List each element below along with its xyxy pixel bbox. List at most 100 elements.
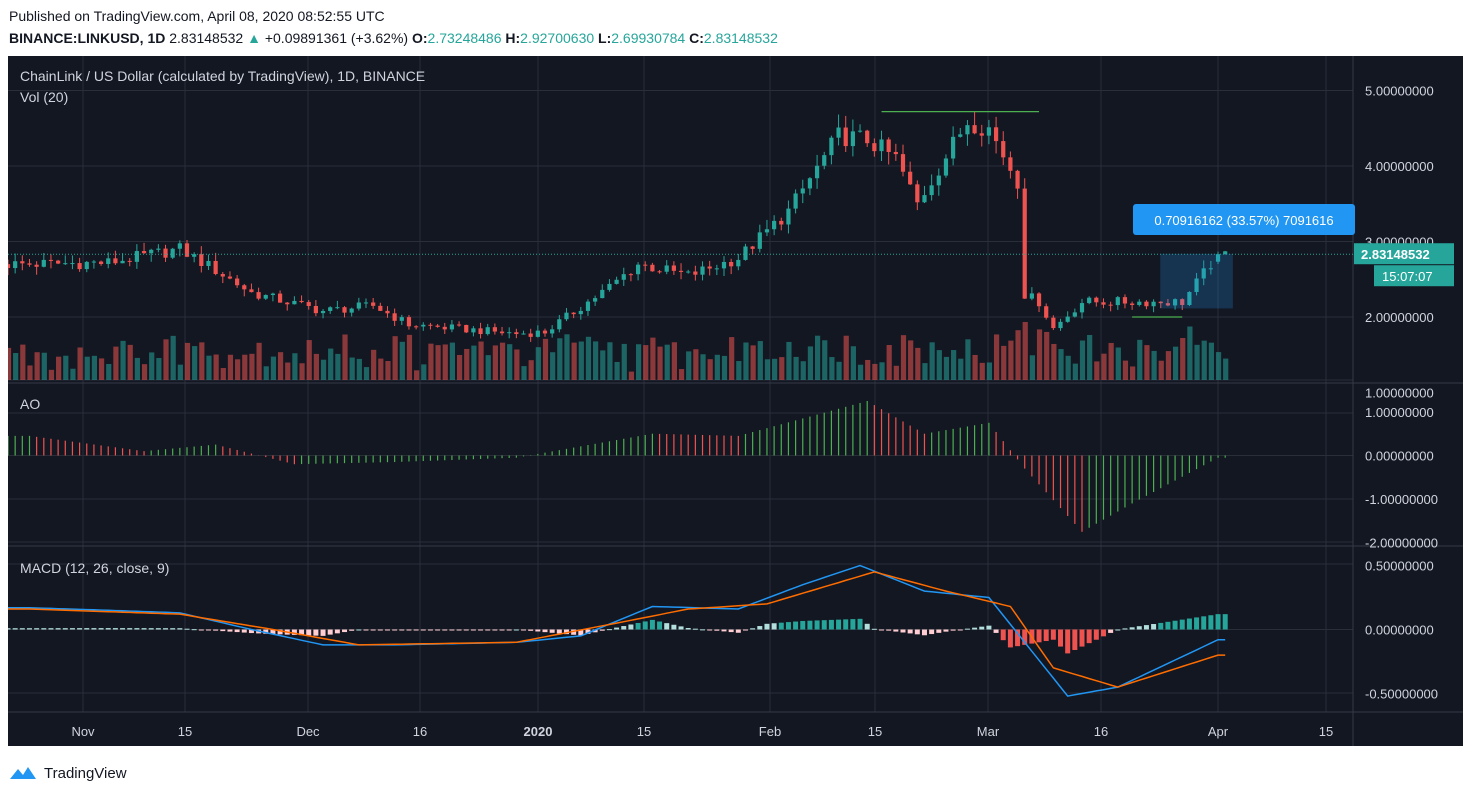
candle-body <box>700 266 705 275</box>
tradingview-logo[interactable]: TradingView <box>8 761 127 785</box>
volume-bar <box>91 355 98 380</box>
macd-histogram-bar <box>721 629 727 632</box>
macd-histogram-bar <box>764 623 770 630</box>
volume-bar <box>879 362 885 380</box>
tradingview-cloud-icon <box>10 767 36 779</box>
volume-bar <box>535 347 541 380</box>
volume-bar <box>335 353 341 380</box>
volume-bar <box>643 345 649 380</box>
ao-tick-label: -1.00000000 <box>1365 492 1438 507</box>
volume-bar <box>979 362 985 380</box>
candle-body <box>134 251 139 262</box>
chart-frame[interactable]: 0.70916162 (33.57%) 7091616 5.00000000 4.0… <box>8 56 1463 746</box>
candle-body <box>786 208 791 225</box>
candle-body <box>1044 306 1049 318</box>
candle-body <box>664 265 669 272</box>
macd-histogram-bar <box>843 619 849 630</box>
chart-canvas[interactable]: 0.70916162 (33.57%) 7091616 5.00000000 4.0… <box>8 56 1463 746</box>
macd-histogram-bar <box>427 629 433 631</box>
candle-body <box>1130 303 1135 305</box>
candle-body <box>693 271 698 275</box>
candle-body <box>1165 303 1171 306</box>
time-axis-label: 15 <box>637 724 651 739</box>
time-axis-label: Dec <box>296 724 320 739</box>
chart-background <box>8 56 1463 746</box>
volume-bar <box>242 354 248 380</box>
volume-bar <box>750 345 756 380</box>
macd-histogram-bar <box>814 620 820 630</box>
candle-body <box>63 263 68 265</box>
volume-bar <box>1201 340 1207 380</box>
macd-histogram-bar <box>936 629 942 633</box>
macd-histogram-bar <box>120 628 126 630</box>
macd-tick-label: 0.50000000 <box>1365 559 1434 574</box>
macd-histogram-bar <box>728 629 734 633</box>
close-label: C: <box>689 30 704 46</box>
volume-bar <box>514 349 520 380</box>
candle-body <box>743 246 748 260</box>
volume-bar <box>893 365 899 380</box>
candle-body <box>41 259 46 267</box>
volume-bar <box>900 335 907 380</box>
volume-bar <box>578 341 584 380</box>
macd-histogram-bar <box>921 629 927 636</box>
candle-body <box>550 329 555 334</box>
macd-histogram-bar <box>313 629 319 636</box>
volume-bar <box>779 357 785 380</box>
last-price-badge-bg <box>1354 243 1454 265</box>
candle-body <box>528 333 533 337</box>
macd-histogram-bar <box>399 629 405 631</box>
volume-bar <box>435 345 441 380</box>
macd-histogram-bar <box>1043 629 1049 642</box>
macd-histogram-bar <box>592 629 598 633</box>
volume-bar <box>428 343 434 380</box>
macd-histogram-bar <box>406 629 412 631</box>
macd-line <box>8 564 1226 697</box>
volume-bar <box>306 340 312 380</box>
macd-histogram-bar <box>377 629 383 631</box>
candle-body <box>1172 299 1178 306</box>
candle-body <box>306 302 311 306</box>
candle-body <box>192 254 197 257</box>
candle-body <box>857 130 863 132</box>
macd-histogram-bar <box>893 629 899 632</box>
candle-body <box>507 332 512 334</box>
volume-label: Vol (20) <box>20 89 69 105</box>
candle-body <box>721 261 727 269</box>
volume-bar <box>671 342 677 380</box>
candle-body <box>1036 293 1042 307</box>
candle-body <box>836 127 841 138</box>
candle-body <box>292 300 297 305</box>
volume-bar <box>256 342 262 380</box>
candle-body <box>106 258 111 264</box>
candle-body <box>635 264 641 275</box>
macd-histogram-bar <box>320 629 326 636</box>
volume-bar <box>857 364 864 380</box>
macd-histogram-bar <box>1115 629 1121 631</box>
candle-body <box>13 261 18 269</box>
candle-body <box>1144 301 1149 307</box>
volume-bar <box>557 338 563 380</box>
candle-body <box>929 185 934 196</box>
macd-histogram-bar <box>234 629 240 633</box>
macd-histogram-bar <box>141 628 147 630</box>
volume-bar <box>406 334 413 380</box>
volume-bar <box>1065 355 1071 380</box>
volume-bar <box>922 363 928 380</box>
candle-body <box>442 326 447 330</box>
candle-body <box>879 139 884 152</box>
candle-body <box>1194 278 1199 293</box>
macd-histogram-bar <box>327 629 333 635</box>
volume-bar <box>1158 360 1164 380</box>
macd-histogram-bar <box>879 629 885 631</box>
volume-bar <box>1079 340 1086 380</box>
volume-bar <box>371 349 377 380</box>
candle-body <box>542 330 548 334</box>
macd-histogram-bar <box>964 628 970 630</box>
macd-histogram-bar <box>91 628 97 630</box>
macd-histogram-bar <box>241 629 247 633</box>
volume-bar <box>299 363 305 380</box>
macd-histogram-bar <box>836 619 842 630</box>
time-axis-label: Apr <box>1208 724 1229 739</box>
volume-bar <box>686 351 692 380</box>
